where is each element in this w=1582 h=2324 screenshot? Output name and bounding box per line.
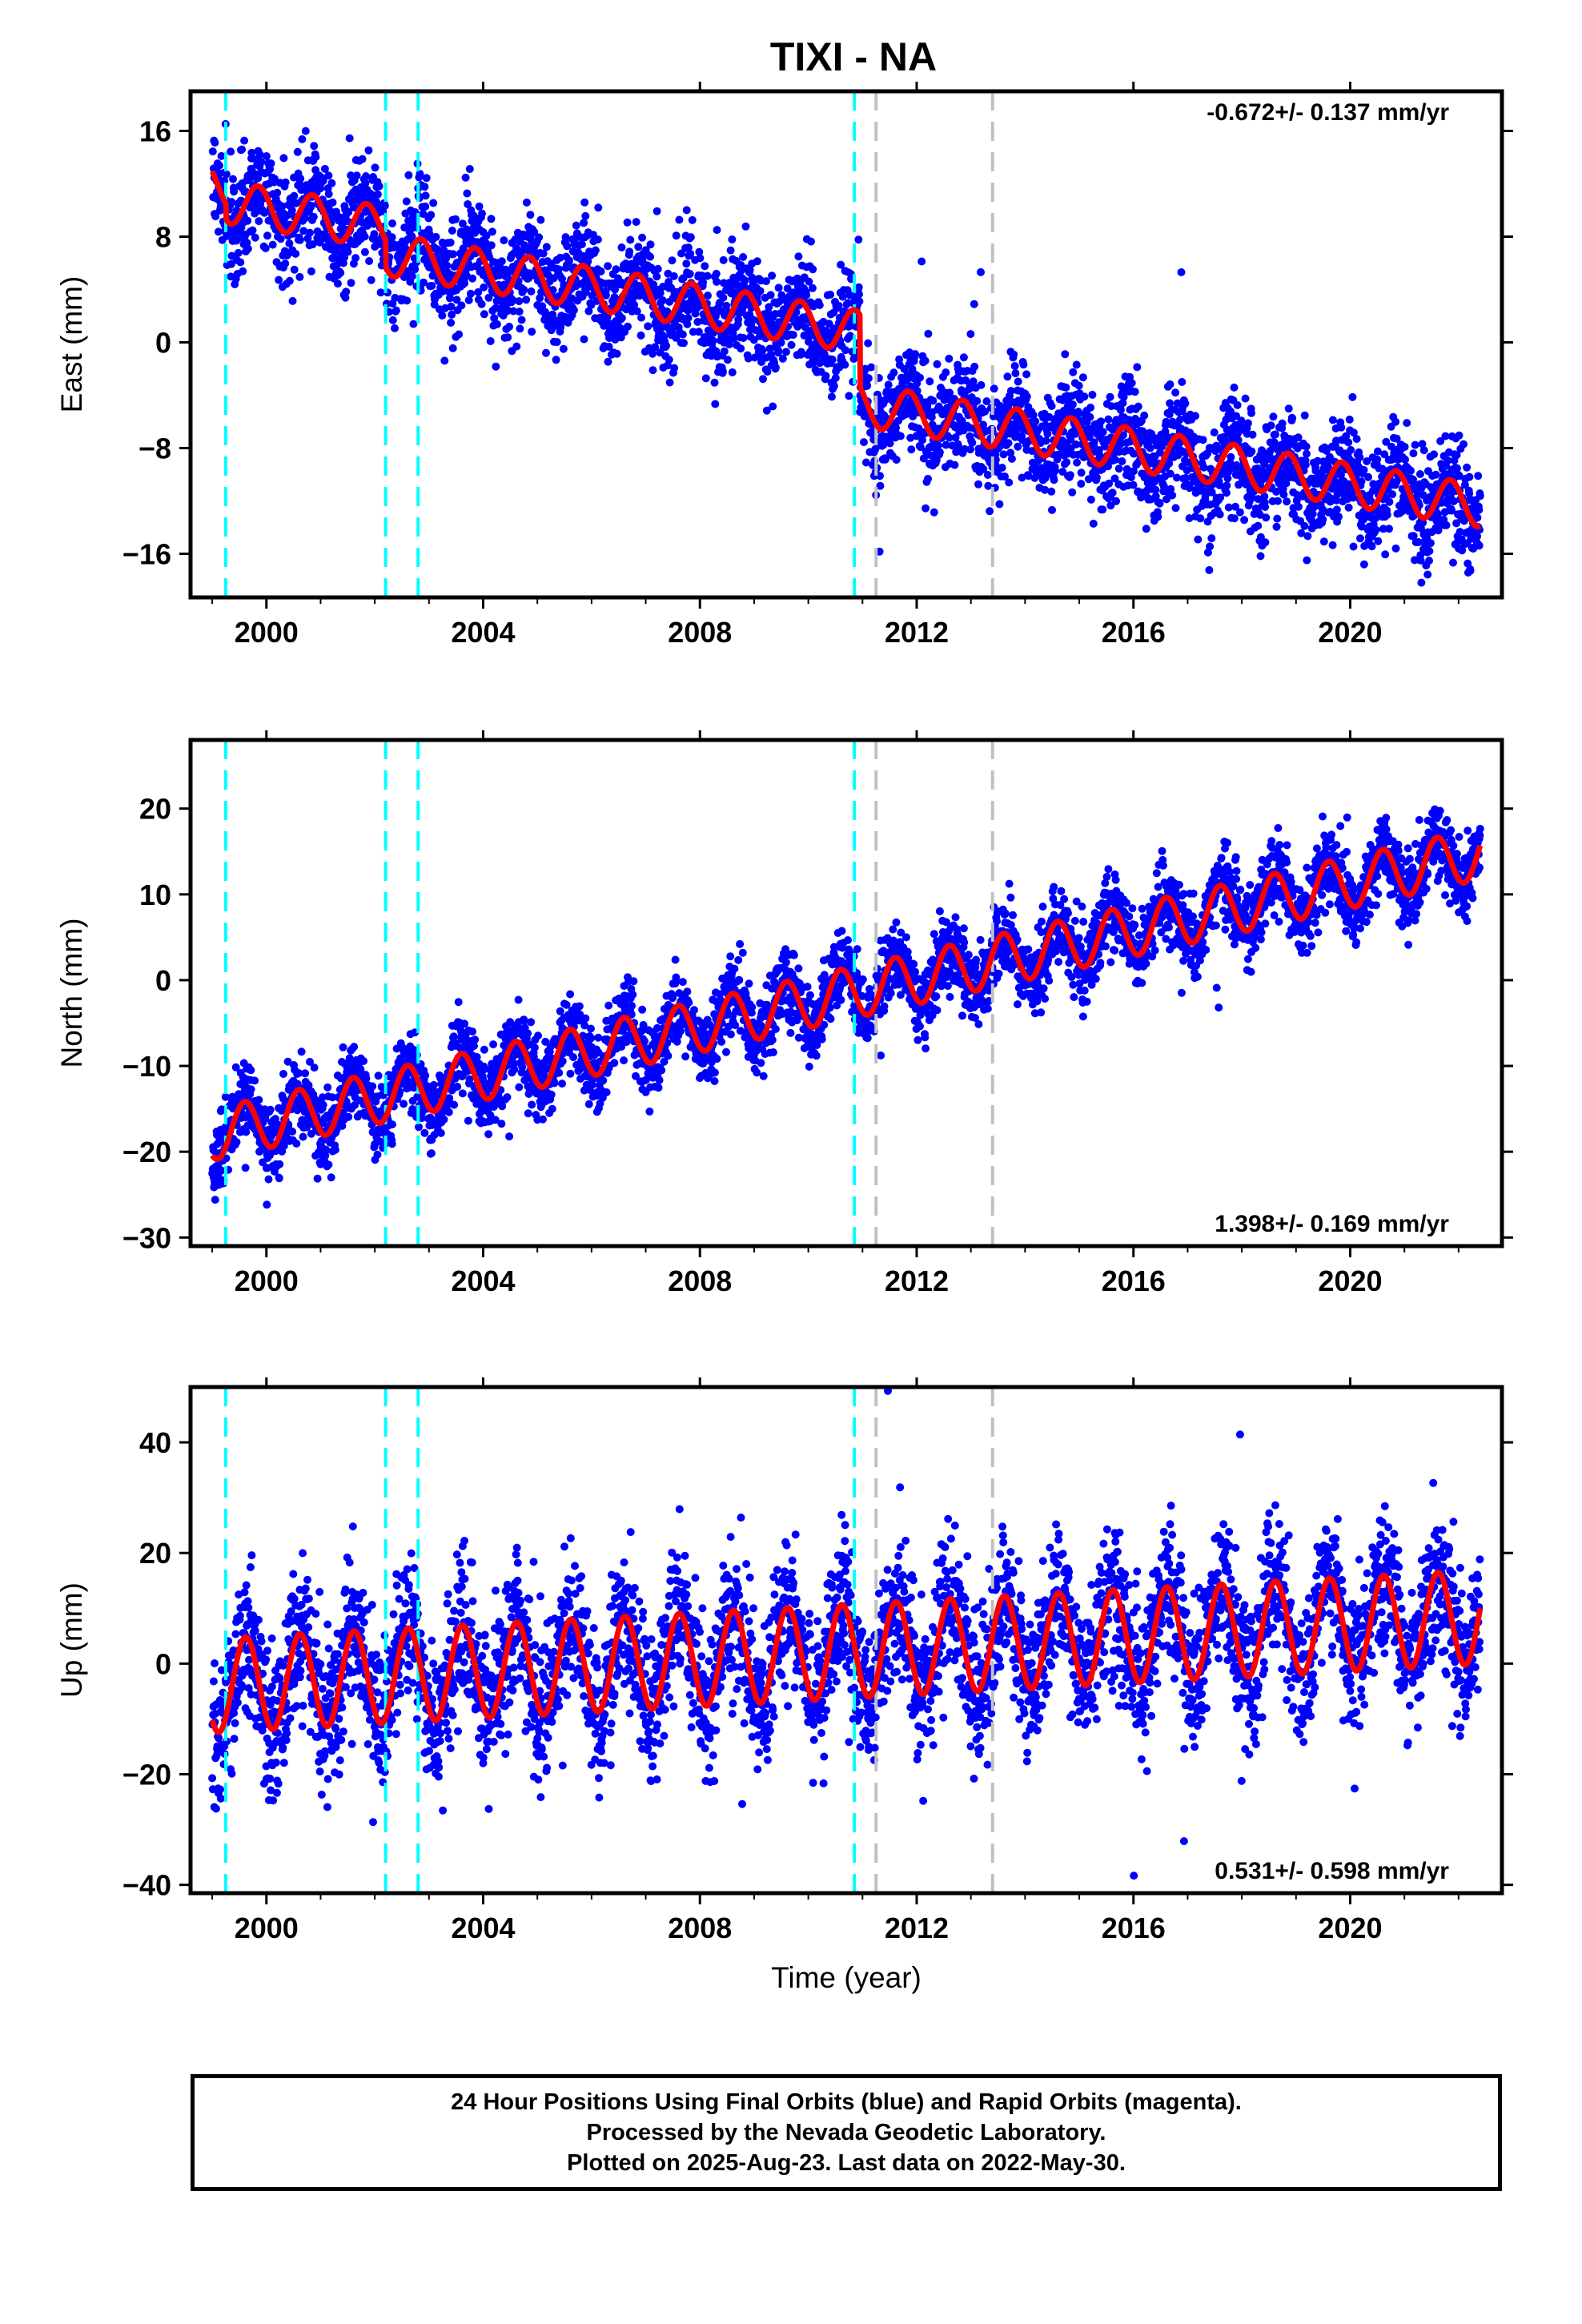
x-tick-label: 2020: [1318, 1265, 1382, 1297]
x-tick-label: 2016: [1102, 1265, 1166, 1297]
x-tick-label: 2000: [235, 1265, 299, 1297]
y-tick-label: −20: [122, 1136, 171, 1168]
plot-frame: [191, 740, 1502, 1246]
x-tick-label: 2008: [668, 1265, 732, 1297]
x-tick-label: 2020: [1318, 1912, 1382, 1944]
y-axis-label: Up (mm): [55, 1582, 88, 1698]
y-axis-label: North (mm): [55, 918, 88, 1068]
x-tick-label: 2008: [668, 1912, 732, 1944]
position-points: [212, 810, 1480, 1205]
y-tick-label: −20: [122, 1758, 171, 1791]
caption-box: 24 Hour Positions Using Final Orbits (bl…: [191, 2074, 1502, 2191]
x-tick-label: 2004: [451, 1265, 515, 1297]
plot-frame: [191, 91, 1502, 597]
plot-area: [212, 1382, 1480, 1893]
velocity-annotation: -0.672+/- 0.137 mm/yr: [1207, 99, 1449, 126]
velocity-annotation: 1.398+/- 0.169 mm/yr: [1215, 1211, 1449, 1237]
y-tick-label: 40: [139, 1426, 171, 1459]
east-panel: 2000 2004 2008 2012 2016 2020 16 8 0 −8 −16 East (m…: [55, 82, 1513, 649]
y-tick-label: 16: [139, 115, 171, 148]
y-tick-label: −40: [122, 1869, 171, 1902]
x-tick-label: 2020: [1318, 616, 1382, 649]
x-tick-label: 2000: [235, 616, 299, 649]
x-tick-label: 2000: [235, 1912, 299, 1944]
caption-line-1: 24 Hour Positions Using Final Orbits (bl…: [451, 2087, 1242, 2117]
x-tick-label: 2008: [668, 616, 732, 649]
y-tick-label: 0: [155, 1647, 171, 1680]
y-tick-label: 20: [139, 1537, 171, 1570]
x-tick-label: 2016: [1102, 616, 1166, 649]
x-tick-label: 2016: [1102, 1912, 1166, 1944]
x-tick-label: 2004: [451, 616, 515, 649]
y-tick-label: 20: [139, 793, 171, 826]
plot-area: [212, 91, 1480, 597]
y-tick-label: 10: [139, 879, 171, 911]
y-tick-label: −8: [139, 432, 171, 465]
plot-area: [212, 740, 1480, 1246]
velocity-annotation: 0.531+/- 0.598 mm/yr: [1215, 1858, 1449, 1884]
y-tick-label: −30: [122, 1221, 171, 1254]
x-tick-label: 2012: [885, 1265, 949, 1297]
x-tick-label: 2004: [451, 1912, 515, 1944]
y-tick-label: −10: [122, 1050, 171, 1083]
north-panel: 20002004200820122016202020100−10−20−30No…: [55, 730, 1513, 1297]
position-points: [213, 124, 1480, 583]
y-axis-label: East (mm): [55, 276, 88, 413]
x-tick-label: 2012: [885, 616, 949, 649]
caption-line-2: Processed by the Nevada Geodetic Laborat…: [587, 2117, 1106, 2148]
x-axis-label: Time (year): [771, 1961, 921, 1994]
y-tick-label: 0: [155, 964, 171, 997]
up-panel: 2000 2004 2008 2012 2016 2020 40 20 0 −20 −40 Up (m…: [55, 1377, 1513, 1944]
y-tick-label: 8: [155, 221, 171, 254]
time-series-plots: 2000200420082012201620201680−8−16East (m…: [0, 0, 1582, 2324]
x-tick-label: 2012: [885, 1912, 949, 1944]
caption-line-3: Plotted on 2025-Aug-23. Last data on 202…: [567, 2148, 1126, 2178]
y-tick-label: 0: [155, 327, 171, 360]
y-tick-label: −16: [122, 538, 171, 571]
